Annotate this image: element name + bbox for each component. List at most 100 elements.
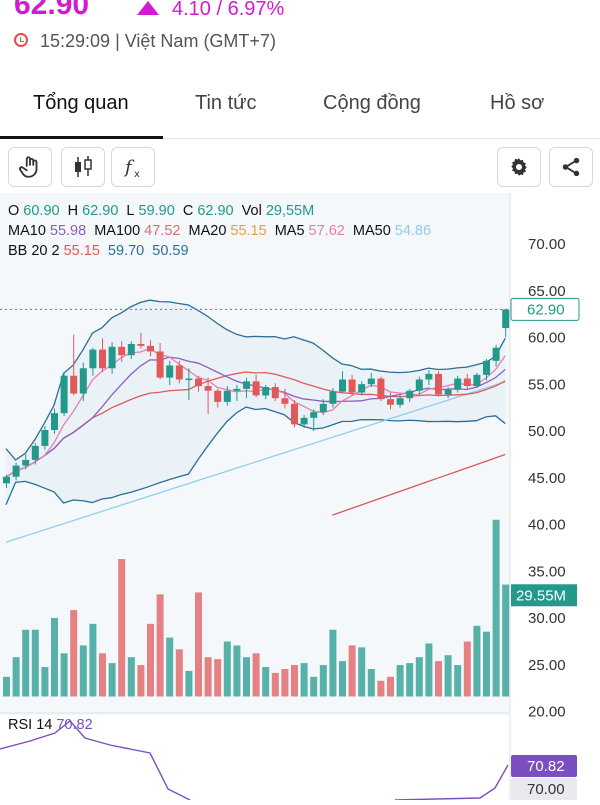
candle-body [243, 381, 250, 389]
volume-bar [319, 665, 327, 697]
legend-value: 47.52 [144, 223, 181, 239]
candle-body [329, 391, 337, 404]
candle-body [435, 373, 442, 395]
y-tick-label: 35.00 [528, 563, 566, 580]
volume-bar [339, 661, 346, 697]
candle-body [41, 430, 49, 446]
candle-body [22, 459, 30, 466]
candle-body [367, 378, 375, 385]
candle-body [483, 360, 490, 375]
legend-key: MA10 [8, 223, 46, 239]
volume-bar [502, 584, 510, 697]
volume-bar [127, 657, 135, 697]
volume-bar [281, 668, 289, 697]
function-icon: f x [123, 157, 140, 180]
volume-bar [396, 665, 404, 697]
legend-key: H [67, 203, 79, 219]
candle-body [271, 386, 279, 399]
volume-bar [108, 663, 116, 697]
candle-body [99, 349, 106, 369]
volume-bar [118, 559, 126, 697]
volume-bar [262, 667, 270, 697]
tab-news[interactable]: Tin tức [195, 92, 257, 114]
y-tick-label: 50.00 [528, 423, 566, 440]
volume-bar [214, 659, 222, 697]
volume-bar [435, 661, 442, 697]
candle-body [252, 381, 260, 396]
legend-value: 55.15 [63, 243, 100, 259]
volume-bar [348, 645, 356, 697]
candle-body [444, 389, 452, 395]
volume-bar [70, 610, 78, 697]
price-chart[interactable]: 70.00 65.00 60.00 55.00 50.00 45.00 40.00 35.00… [0, 193, 600, 801]
candle-body [89, 349, 97, 369]
candle-body [3, 476, 10, 484]
rsi-value: 70.82 [56, 717, 93, 733]
candle-body [147, 345, 154, 352]
legend-value: 54.86 [394, 223, 432, 239]
y-tick-label: 20.00 [528, 704, 566, 721]
chart-canvas[interactable]: 70.00 65.00 60.00 55.00 50.00 45.00 40.00 35.00… [0, 193, 600, 801]
candle-body [12, 465, 20, 477]
volume-bar [406, 663, 414, 697]
volume-bar [233, 645, 241, 697]
tab-overview[interactable]: Tổng quan [33, 92, 129, 114]
rsi-level-tag [511, 778, 577, 800]
candle-body [31, 445, 39, 460]
y-tick-label: 70.00 [528, 236, 566, 253]
volume-bar [41, 667, 49, 697]
rsi-value-tag [511, 755, 577, 777]
candle-body [358, 384, 366, 393]
candle-body [415, 379, 423, 391]
legend-value: 60.90 [23, 203, 60, 219]
volume-bar [367, 668, 375, 697]
legend-key: MA100 [94, 223, 141, 239]
candle-body [166, 365, 174, 378]
rsi-legend: RSI 14 70.82 [8, 717, 97, 733]
ma-legend: MA10 55.98 MA100 47.52 MA20 55.15 MA5 57.62 … [8, 223, 435, 239]
svg-text:x: x [134, 169, 140, 180]
volume-bar [147, 623, 154, 697]
legend-key: BB 20 2 [8, 243, 60, 259]
tab-profile[interactable]: Hồ sơ [490, 92, 545, 114]
tab-bar: Tổng quan Tin tức Cộng đồng Hồ sơ [0, 80, 600, 139]
quote-header: 62.90 4.10 / 6.97% 15:29:09 | Việt Nam (… [0, 0, 600, 62]
volume-bar [329, 629, 337, 697]
volume-bar [358, 647, 366, 697]
volume-bar [31, 629, 39, 697]
legend-value: 29,55M [265, 203, 315, 219]
y-tick-label: 30.00 [528, 610, 566, 627]
legend-key: O [8, 203, 20, 219]
legend-value: 55.98 [49, 223, 87, 239]
clock-icon [14, 33, 28, 47]
volume-bar [415, 657, 423, 697]
candle-body [60, 375, 68, 414]
candle-body [156, 351, 164, 378]
tab-active-indicator [0, 136, 163, 139]
drawing-tool-button[interactable] [8, 147, 52, 187]
volume-bar [137, 665, 145, 697]
candle-body [291, 403, 298, 425]
bollinger-upper-line [5, 299, 506, 461]
y-tick-label: 40.00 [528, 517, 566, 534]
candle-body [118, 346, 126, 356]
last-price-tag [510, 297, 580, 321]
tab-community[interactable]: Cộng đồng [323, 92, 421, 114]
volume-bar [387, 676, 394, 697]
candle-body [175, 365, 183, 380]
gear-icon [511, 158, 527, 176]
volume-bar [463, 641, 471, 697]
candle-body [454, 378, 462, 390]
settings-button[interactable] [497, 147, 541, 187]
chart-type-button[interactable] [61, 147, 105, 187]
timestamp: 15:29:09 | Việt Nam (GMT+7) [40, 31, 276, 51]
volume-bar [483, 631, 490, 697]
hand-pointer-icon [19, 156, 38, 178]
volume-bar [79, 645, 87, 697]
plot-background [0, 193, 510, 715]
price-change: 4.10 / 6.97% [172, 0, 285, 20]
candlestick-icon [75, 156, 92, 177]
share-button[interactable] [549, 147, 593, 187]
candle-body [425, 373, 433, 380]
indicators-button[interactable]: f x [111, 147, 155, 187]
